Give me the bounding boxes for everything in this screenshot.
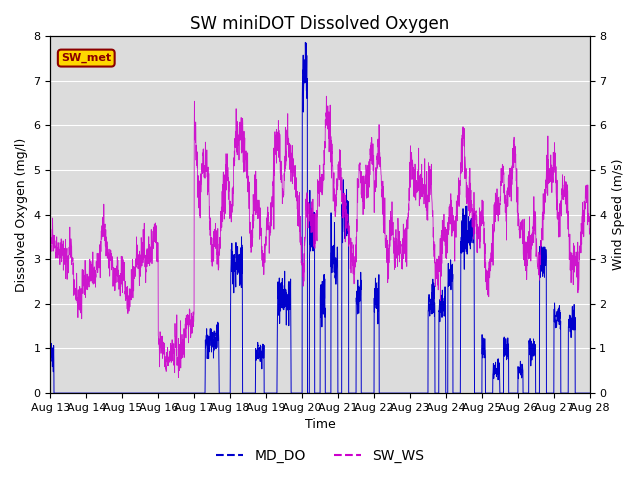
- Y-axis label: Wind Speed (m/s): Wind Speed (m/s): [612, 159, 625, 270]
- Title: SW miniDOT Dissolved Oxygen: SW miniDOT Dissolved Oxygen: [190, 15, 450, 33]
- Text: SW_met: SW_met: [61, 53, 111, 63]
- X-axis label: Time: Time: [305, 419, 335, 432]
- Legend: MD_DO, SW_WS: MD_DO, SW_WS: [210, 443, 430, 468]
- Y-axis label: Dissolved Oxygen (mg/l): Dissolved Oxygen (mg/l): [15, 137, 28, 292]
